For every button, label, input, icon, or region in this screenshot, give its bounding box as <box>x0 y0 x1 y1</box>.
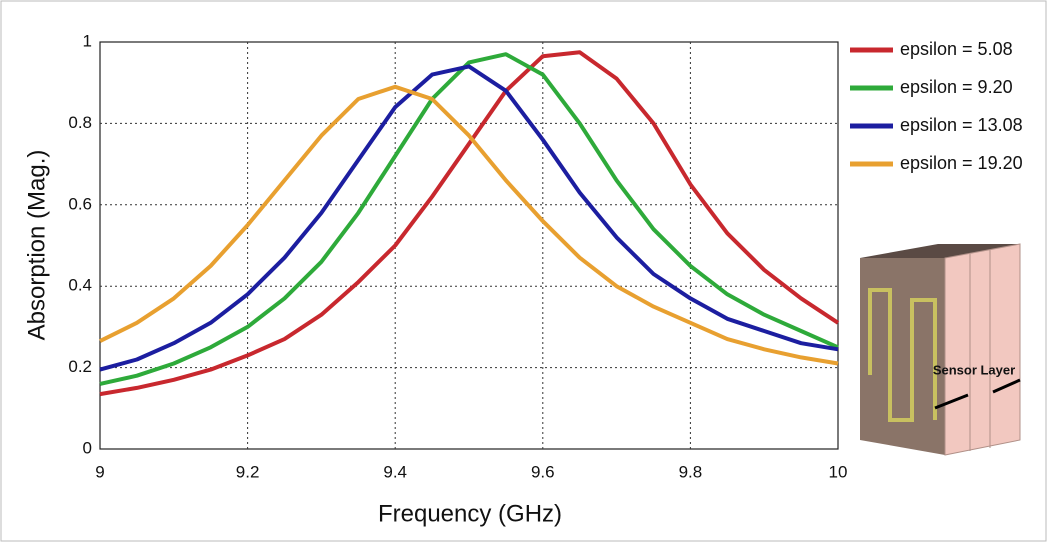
x-tick-label: 9.2 <box>236 462 260 481</box>
y-axis-label: Absorption (Mag.) <box>23 150 50 341</box>
y-tick-label: 0 <box>83 438 92 457</box>
series-line <box>99 64 839 372</box>
plot-area <box>99 41 839 450</box>
legend-label: epsilon = 19.20 <box>900 153 1023 173</box>
legend-label: epsilon = 9.20 <box>900 77 1013 97</box>
x-tick-label: 9 <box>95 462 104 481</box>
inset-side <box>944 243 1021 456</box>
inset-top <box>860 244 1020 258</box>
x-tick-label: 9.8 <box>679 462 703 481</box>
legend-label: epsilon = 13.08 <box>900 115 1023 135</box>
x-axis-label: Frequency (GHz) <box>378 500 562 527</box>
y-tick-label: 0.2 <box>68 357 92 376</box>
inset-arrow <box>934 393 969 410</box>
series-line <box>99 52 839 386</box>
series-line <box>99 84 839 366</box>
x-tick-label: 9.6 <box>531 462 555 481</box>
y-tick-label: 0.6 <box>68 194 92 213</box>
y-tick-label: 0.4 <box>68 276 92 295</box>
inset-sensor: Sensor Layer <box>860 243 1021 456</box>
x-tick-label: 9.4 <box>383 462 407 481</box>
x-tick-label: 10 <box>829 462 848 481</box>
y-tick-label: 0.8 <box>68 113 92 132</box>
series-line <box>99 50 840 397</box>
inset-arrow <box>992 378 1021 394</box>
inset-front <box>860 258 945 455</box>
inset-pattern <box>868 288 937 422</box>
legend-label: epsilon = 5.08 <box>900 39 1013 59</box>
y-tick-label: 1 <box>83 31 92 50</box>
inset-annotation: Sensor Layer <box>933 362 1015 377</box>
